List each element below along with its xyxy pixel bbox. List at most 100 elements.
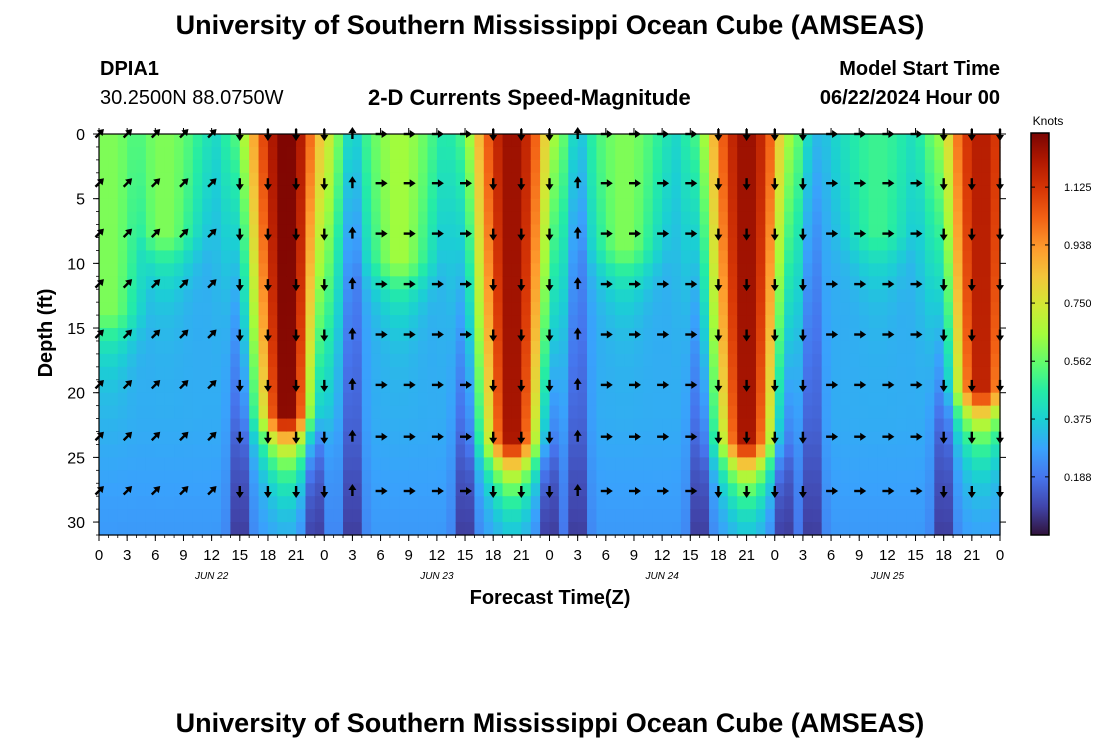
current-arrow: [460, 380, 472, 389]
heatmap-cell: [971, 263, 982, 277]
heatmap-cell: [389, 340, 400, 355]
heatmap-cell: [831, 353, 842, 368]
heatmap-cell: [164, 146, 175, 161]
heatmap-cell: [540, 237, 551, 252]
heatmap-cell: [746, 276, 757, 290]
heatmap-cell: [568, 366, 579, 381]
heatmap-cell: [511, 418, 522, 433]
heatmap-cell: [277, 211, 288, 226]
heatmap-cell: [117, 237, 128, 252]
x-tick-label: 6: [151, 547, 159, 564]
heatmap-cell: [136, 185, 147, 200]
heatmap-cell: [709, 379, 720, 394]
heatmap-cell: [530, 340, 541, 355]
heatmap-cell: [680, 444, 691, 458]
heatmap-cell: [821, 172, 832, 187]
heatmap-cell: [296, 457, 307, 471]
heatmap-cell: [221, 444, 231, 458]
heatmap-cell: [831, 224, 842, 239]
heatmap-cell: [202, 146, 213, 161]
heatmap-cell: [343, 185, 354, 200]
heatmap-cell: [840, 444, 851, 458]
heatmap-cell: [127, 509, 138, 523]
heatmap-cell: [596, 444, 607, 458]
heatmap-cell: [324, 418, 335, 433]
heatmap-cell: [183, 263, 194, 277]
colorbar-tick-label: 1.125: [1064, 182, 1092, 194]
heatmap-cell: [530, 302, 541, 316]
heatmap-cell: [324, 276, 335, 290]
heatmap-cell: [662, 340, 673, 355]
heatmap-cell: [633, 340, 644, 355]
heatmap-cell: [127, 302, 138, 316]
heatmap-cell: [530, 263, 541, 277]
heatmap-cell: [587, 340, 598, 355]
heatmap-cell: [765, 289, 776, 303]
heatmap-cell: [540, 276, 551, 290]
heatmap-cell: [868, 431, 879, 446]
heatmap-cell: [380, 289, 391, 303]
y-tick-label: 10: [67, 256, 85, 273]
heatmap-cell: [765, 483, 776, 497]
current-arrow: [939, 228, 948, 241]
heatmap-cell: [99, 224, 109, 239]
heatmap-cell: [521, 509, 532, 523]
heatmap-cell: [690, 302, 701, 316]
heatmap-cell: [624, 289, 635, 303]
heatmap-cell: [258, 198, 269, 213]
heatmap-cell: [755, 159, 766, 174]
heatmap-cell: [812, 522, 823, 536]
heatmap-cell: [108, 392, 119, 407]
current-arrow: [742, 228, 751, 241]
heatmap-cell: [690, 146, 701, 161]
heatmap-cell: [352, 457, 363, 471]
current-arrow: [882, 330, 895, 339]
heatmap-cell: [436, 418, 447, 433]
current-arrow: [348, 484, 357, 496]
heatmap-cell: [774, 276, 785, 290]
heatmap-cell: [624, 418, 635, 433]
heatmap-cell: [296, 159, 307, 174]
heatmap-cell: [671, 509, 682, 523]
heatmap-cell: [877, 237, 888, 252]
current-arrow: [150, 329, 161, 339]
heatmap-cell: [943, 211, 954, 226]
current-arrow: [854, 432, 867, 441]
heatmap-cell: [155, 172, 166, 187]
heatmap-cell: [896, 392, 907, 407]
heatmap-cell: [352, 522, 363, 536]
heatmap-cell: [727, 392, 738, 407]
heatmap-cell: [267, 444, 278, 458]
heatmap-cell: [371, 431, 382, 446]
heatmap-cell: [314, 328, 325, 342]
heatmap-cell: [877, 159, 888, 174]
heatmap-cell: [155, 470, 166, 484]
heatmap-cell: [718, 211, 729, 226]
heatmap-cell: [380, 509, 391, 523]
heatmap-cell: [558, 237, 569, 252]
heatmap-cell: [690, 353, 701, 368]
heatmap-cell: [436, 353, 447, 368]
heatmap-cell: [737, 522, 748, 536]
heatmap-cell: [568, 276, 579, 290]
heatmap-cell: [990, 353, 1001, 368]
heatmap-cell: [568, 444, 579, 458]
heatmap-cell: [314, 237, 325, 252]
heatmap-cell: [652, 522, 663, 536]
heatmap-cell: [981, 250, 992, 264]
heatmap-cell: [455, 302, 466, 316]
heatmap-cell: [465, 134, 476, 148]
heatmap-cell: [671, 263, 682, 277]
heatmap-cell: [784, 483, 795, 497]
heatmap-cell: [802, 522, 813, 536]
heatmap-cell: [361, 392, 372, 407]
heatmap-cell: [831, 185, 842, 200]
heatmap-cell: [333, 470, 344, 484]
heatmap-cell: [755, 509, 766, 523]
heatmap-cell: [164, 134, 175, 148]
heatmap-cell: [277, 444, 288, 458]
heatmap-cell: [408, 263, 419, 277]
heatmap-cell: [962, 353, 973, 368]
heatmap-cell: [868, 159, 879, 174]
heatmap-cell: [258, 289, 269, 303]
